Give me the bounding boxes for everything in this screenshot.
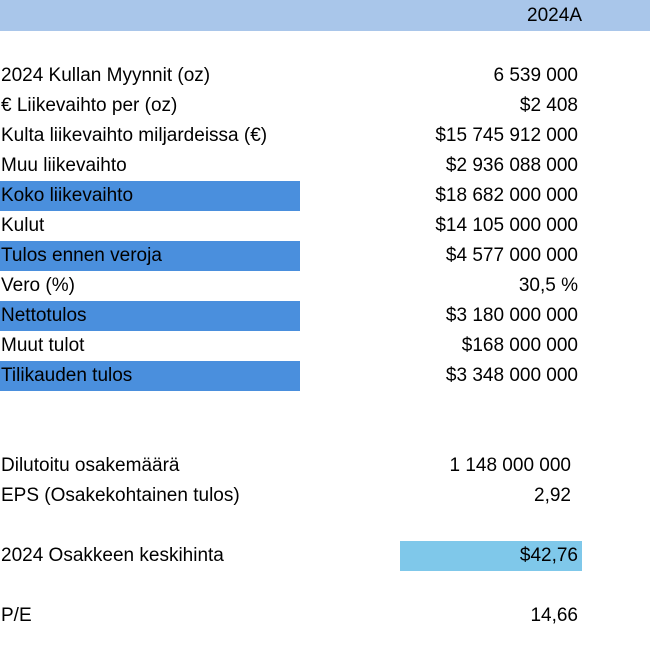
row-value: 1 148 000 000 [449,455,571,476]
row-label: 2024 Osakkeen keskihinta [1,545,224,566]
row-gold-revenue: Kulta liikevaihto miljardeissa (€) $15 7… [0,121,650,151]
row-value: 6 539 000 [493,65,578,86]
row-pretax-income: Tulos ennen veroja $4 577 000 000 [0,241,650,271]
row-value: $15 745 912 000 [435,125,578,146]
row-label: Dilutoitu osakemäärä [1,455,180,476]
row-value: $4 577 000 000 [445,245,578,266]
row-value: 14,66 [530,605,578,626]
row-value: $3 348 000 000 [445,365,578,386]
row-revenue-per-oz: € Liikevaihto per (oz) $2 408 [0,91,650,121]
row-label: 2024 Kullan Myynnit (oz) [1,65,211,86]
row-label: EPS (Osakekohtainen tulos) [1,485,240,506]
row-label: Nettotulos [0,301,300,331]
row-pe: P/E 14,66 [0,601,650,631]
row-eps: EPS (Osakekohtainen tulos) 2,92 [0,481,650,511]
row-label: € Liikevaihto per (oz) [1,95,178,116]
year-header: 2024A [527,5,582,26]
header-band [0,0,650,31]
row-value: 2,92 [534,485,571,506]
row-value: $168 000 000 [461,335,578,356]
row-value: $2 936 088 000 [445,155,578,176]
row-other-revenue: Muu liikevaihto $2 936 088 000 [0,151,650,181]
row-period-result: Tilikauden tulos $3 348 000 000 [0,361,650,391]
row-net-income: Nettotulos $3 180 000 000 [0,301,650,331]
row-label: Koko liikevaihto [0,181,300,211]
row-value: $18 682 000 000 [435,185,578,206]
row-gold-sales: 2024 Kullan Myynnit (oz) 6 539 000 [0,61,650,91]
row-label: Muut tulot [1,335,85,356]
row-label: Vero (%) [1,275,75,296]
row-value: $42,76 [519,545,578,566]
row-value: $2 408 [519,95,578,116]
row-tax-rate: Vero (%) 30,5 % [0,271,650,301]
row-other-income: Muut tulot $168 000 000 [0,331,650,361]
row-value: $3 180 000 000 [445,305,578,326]
row-label: Tulos ennen veroja [0,241,300,271]
row-value: 30,5 % [518,275,578,296]
row-label: Muu liikevaihto [1,155,127,176]
price-highlight-cell [400,541,582,571]
row-average-share-price: 2024 Osakkeen keskihinta $42,76 [0,541,650,571]
row-label: Kulta liikevaihto miljardeissa (€) [1,125,268,146]
row-value: $14 105 000 000 [435,215,578,236]
row-total-revenue: Koko liikevaihto $18 682 000 000 [0,181,650,211]
row-diluted-shares: Dilutoitu osakemäärä 1 148 000 000 [0,451,650,481]
row-label: Kulut [1,215,45,236]
row-label: P/E [1,605,32,626]
row-costs: Kulut $14 105 000 000 [0,211,650,241]
row-label: Tilikauden tulos [0,361,300,391]
